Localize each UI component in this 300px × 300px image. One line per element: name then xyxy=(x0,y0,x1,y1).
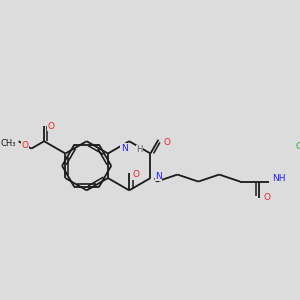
Text: O: O xyxy=(133,170,140,179)
Text: H: H xyxy=(136,146,142,154)
Text: O: O xyxy=(164,138,171,147)
Text: N: N xyxy=(121,144,128,153)
Text: O: O xyxy=(263,193,270,202)
Text: O: O xyxy=(48,122,55,131)
Text: NH: NH xyxy=(272,174,285,183)
Text: Cl: Cl xyxy=(296,142,300,151)
Text: O: O xyxy=(22,141,29,150)
Text: N: N xyxy=(155,172,162,181)
Text: CH₃: CH₃ xyxy=(1,140,16,148)
